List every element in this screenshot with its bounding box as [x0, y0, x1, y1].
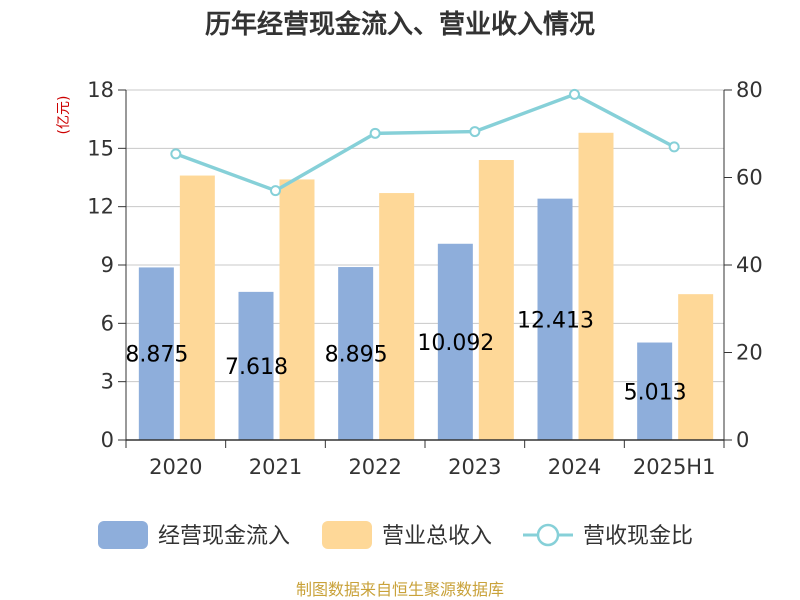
- right-axis-tick-label: 20: [736, 341, 763, 365]
- bar-revenue: [478, 160, 514, 440]
- left-axis-tick-label: 18: [87, 78, 114, 102]
- x-axis-tick-label: 2025H1: [633, 455, 716, 479]
- grid-lines: [126, 89, 724, 383]
- bar-revenue: [279, 179, 315, 440]
- ratio-line-point: [369, 127, 381, 139]
- axes: 0 3 6 9 12 15 18 0 20 40 60 80 2020 2021 2022 2023 2024 2…: [87, 78, 762, 479]
- bar-data-label: 8.895: [325, 343, 388, 368]
- ratio-line-point: [469, 126, 481, 138]
- ratio-line-point: [170, 148, 182, 160]
- left-axis-tick-label: 3: [101, 370, 114, 394]
- legend-label-revenue: 营业总收入: [382, 524, 492, 549]
- bar-cash-inflow: [238, 291, 274, 440]
- bar-data-label: 8.875: [125, 343, 188, 368]
- x-axis-tick-label: 2023: [448, 455, 501, 479]
- bar-data-label: 7.618: [225, 355, 288, 380]
- left-axis-unit: (亿元): [56, 96, 72, 135]
- source-footer: 制图数据来自恒生聚源数据库: [296, 580, 504, 599]
- left-axis-tick-label: 12: [87, 195, 114, 219]
- bar-data-label: 5.013: [624, 380, 687, 405]
- right-axis-tick-label: 40: [736, 253, 763, 277]
- left-axis-tick-label: 6: [101, 311, 114, 335]
- ratio-line-point: [569, 88, 580, 100]
- bar-data-label: 12.413: [517, 308, 594, 333]
- ratio-line-point: [270, 185, 281, 197]
- left-axis-tick-label: 0: [101, 428, 114, 452]
- x-axis-tick-label: 2020: [149, 455, 202, 479]
- bar-revenue: [379, 193, 415, 440]
- ratio-line-point: [668, 141, 680, 153]
- legend-marker-ratio: [536, 523, 560, 547]
- chart-title: 历年经营现金流入、营业收入情况: [205, 9, 595, 40]
- x-axis-tick-label: 2021: [249, 455, 302, 479]
- bar-cash-inflow: [338, 267, 374, 440]
- data-labels: 8.875 7.618 8.895 10.092 12.413 5.013: [125, 308, 686, 405]
- bar-revenue: [179, 175, 215, 441]
- right-axis-tick-label: 0: [736, 428, 749, 452]
- legend-swatch-revenue: [322, 521, 372, 549]
- legend-label-cash-inflow: 经营现金流入: [158, 524, 290, 549]
- bar-cash-inflow: [138, 267, 174, 440]
- right-axis-unit: %: [796, 85, 800, 98]
- left-axis-tick-label: 15: [87, 136, 114, 160]
- legend: 经营现金流入 营业总收入 营收现金比: [98, 521, 693, 549]
- bar-cash-inflow: [437, 243, 473, 440]
- left-axis-tick-label: 9: [101, 253, 114, 277]
- x-axis-tick-label: 2022: [348, 455, 401, 479]
- bar-cash-inflow: [637, 342, 673, 440]
- bar-cash-inflow: [537, 198, 573, 440]
- ratio-line-path: [175, 92, 675, 193]
- legend-label-ratio: 营收现金比: [583, 524, 693, 549]
- legend-swatch-cash-inflow: [98, 521, 148, 549]
- bar-data-label: 10.092: [417, 331, 494, 356]
- right-axis-tick-label: 60: [736, 166, 763, 190]
- bars: [138, 132, 714, 441]
- bar-revenue: [678, 294, 714, 440]
- ratio-line: [170, 88, 680, 197]
- x-axis-tick-label: 2024: [548, 455, 601, 479]
- bar-revenue: [578, 132, 614, 440]
- right-axis-tick-label: 80: [736, 78, 763, 102]
